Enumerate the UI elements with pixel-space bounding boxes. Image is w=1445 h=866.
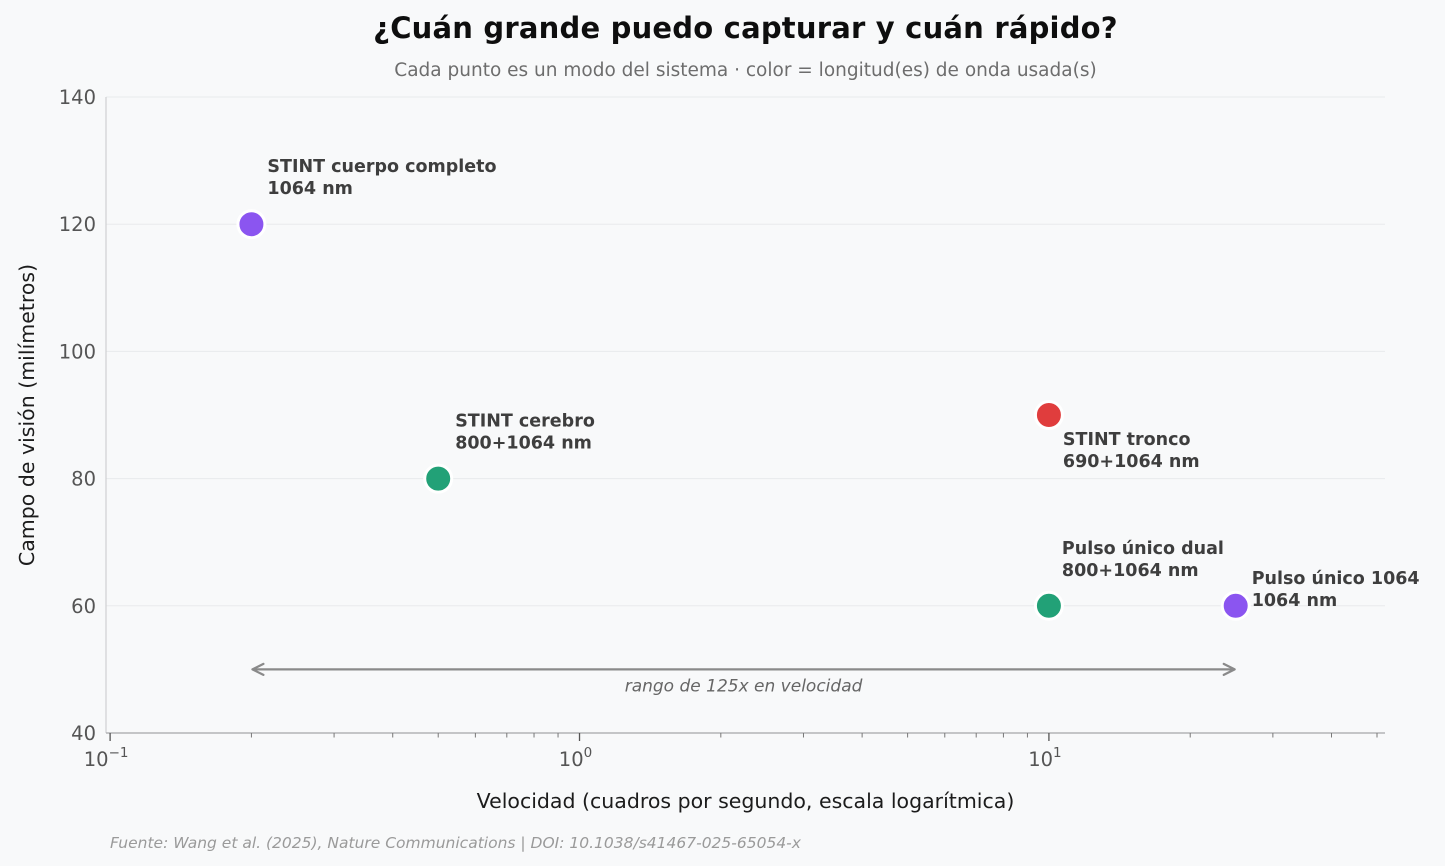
point-label: STINT cerebro 800+1064 nm [455, 412, 595, 454]
data-point [1033, 590, 1064, 621]
y-tick-label: 120 [59, 213, 96, 236]
point-label: Pulso único dual 800+1064 nm [1062, 539, 1224, 581]
y-tick-label: 140 [59, 86, 96, 109]
arrowhead-left-icon [251, 662, 265, 676]
x-tick-label: 100 [559, 745, 592, 771]
point-label: Pulso único 1064 1064 nm [1252, 569, 1420, 611]
y-tick-label: 40 [71, 722, 96, 745]
data-point [236, 209, 267, 240]
data-point [423, 463, 454, 494]
x-tick-label: 10−1 [84, 745, 129, 771]
annotation-text: rango de 125x en velocidad [625, 676, 863, 696]
arrowhead-right-icon [1222, 662, 1236, 676]
x-axis-label: Velocidad (cuadros por segundo, escala l… [476, 789, 1015, 813]
chart-subtitle: Cada punto es un modo del sistema · colo… [394, 60, 1097, 81]
data-point [1220, 590, 1251, 621]
source-footer: Fuente: Wang et al. (2025), Nature Commu… [110, 834, 801, 852]
y-tick-label: 60 [71, 595, 96, 618]
x-tick-label: 101 [1028, 745, 1061, 771]
y-axis-label: Campo de visión (milímetros) [15, 263, 39, 567]
chart-title: ¿Cuán grande puedo capturar y cuán rápid… [373, 11, 1118, 45]
y-tick-label: 100 [59, 340, 96, 363]
y-tick-label: 80 [71, 468, 96, 491]
point-label: STINT cuerpo completo 1064 nm [267, 157, 496, 199]
data-point [1033, 400, 1064, 430]
point-label: STINT tronco 690+1064 nm [1063, 430, 1200, 472]
